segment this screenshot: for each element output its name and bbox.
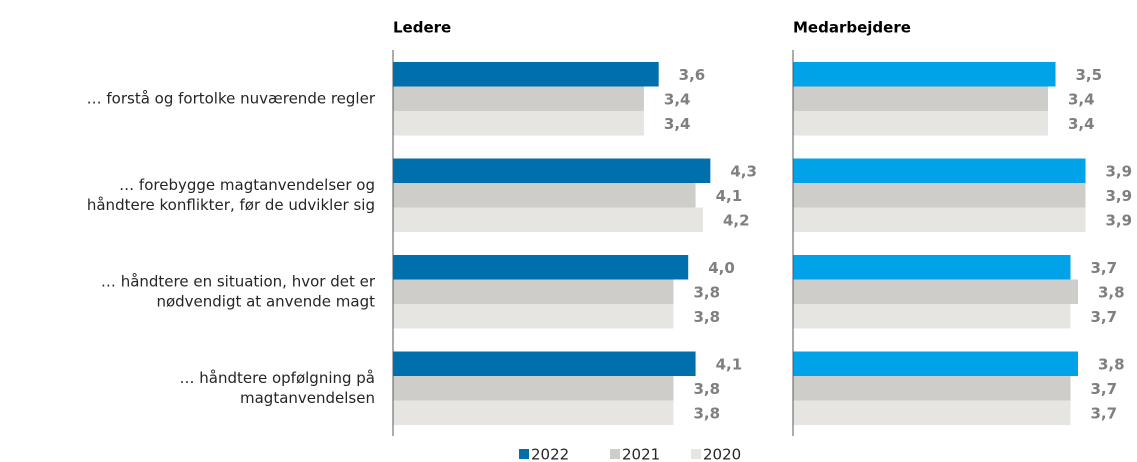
bar xyxy=(393,207,703,232)
bar xyxy=(393,376,674,401)
bar xyxy=(793,255,1071,280)
value-label: 3,9 xyxy=(1106,187,1133,205)
bar xyxy=(793,304,1071,329)
value-label: 3,4 xyxy=(664,115,691,133)
category-label: … forebygge magtanvendelser og xyxy=(119,176,375,194)
bar xyxy=(793,183,1086,208)
legend-label: 2022 xyxy=(531,446,569,462)
bar xyxy=(393,351,696,376)
value-label: 3,4 xyxy=(1068,90,1095,108)
category-label: … håndtere opfølgning på xyxy=(180,369,375,387)
bar xyxy=(793,400,1071,425)
legend-swatch xyxy=(691,449,701,459)
category-label: … håndtere en situation, hvor det er xyxy=(101,272,376,290)
bar xyxy=(793,351,1078,376)
value-label: 3,8 xyxy=(693,283,720,301)
value-label: 3,8 xyxy=(1098,355,1125,373)
bar xyxy=(793,376,1071,401)
category-label: magtanvendelsen xyxy=(240,389,375,407)
legend-label: 2021 xyxy=(622,446,660,462)
value-label: 3,7 xyxy=(1091,380,1118,398)
value-label: 3,4 xyxy=(664,90,691,108)
value-label: 4,2 xyxy=(723,211,750,229)
bar xyxy=(793,158,1086,183)
value-label: 4,1 xyxy=(716,187,743,205)
bar xyxy=(393,183,696,208)
value-label: 3,8 xyxy=(693,380,720,398)
bar xyxy=(393,255,689,280)
value-label: 3,6 xyxy=(679,66,706,84)
panel-title: Medarbejdere xyxy=(793,19,911,37)
category-label: håndtere konflikter, før de udvikler sig xyxy=(87,196,375,214)
value-label: 3,7 xyxy=(1091,259,1118,277)
value-label: 3,7 xyxy=(1091,308,1118,326)
legend-swatch xyxy=(610,449,620,459)
value-label: 3,9 xyxy=(1106,211,1133,229)
panel-title: Ledere xyxy=(393,19,451,37)
value-label: 3,8 xyxy=(693,404,720,422)
bar xyxy=(793,62,1056,87)
bar xyxy=(393,86,644,111)
value-label: 4,1 xyxy=(716,355,743,373)
value-label: 3,4 xyxy=(1068,115,1095,133)
bar xyxy=(393,111,644,136)
category-label: nødvendigt at anvende magt xyxy=(156,292,375,310)
bar xyxy=(793,279,1078,304)
bar xyxy=(393,279,674,304)
legend-label: 2020 xyxy=(703,446,741,462)
bar xyxy=(393,400,674,425)
bar xyxy=(793,207,1086,232)
category-label: … forstå og fortolke nuværende regler xyxy=(87,89,376,107)
value-label: 3,7 xyxy=(1091,404,1118,422)
value-label: 3,8 xyxy=(693,308,720,326)
value-label: 3,8 xyxy=(1098,283,1125,301)
bar xyxy=(393,304,674,329)
bar xyxy=(793,86,1048,111)
bar xyxy=(393,62,659,87)
bar xyxy=(393,158,711,183)
value-label: 3,5 xyxy=(1076,66,1103,84)
value-label: 4,3 xyxy=(730,162,757,180)
value-label: 3,9 xyxy=(1106,162,1133,180)
value-label: 4,0 xyxy=(708,259,735,277)
legend-swatch xyxy=(519,449,529,459)
bar xyxy=(793,111,1048,136)
